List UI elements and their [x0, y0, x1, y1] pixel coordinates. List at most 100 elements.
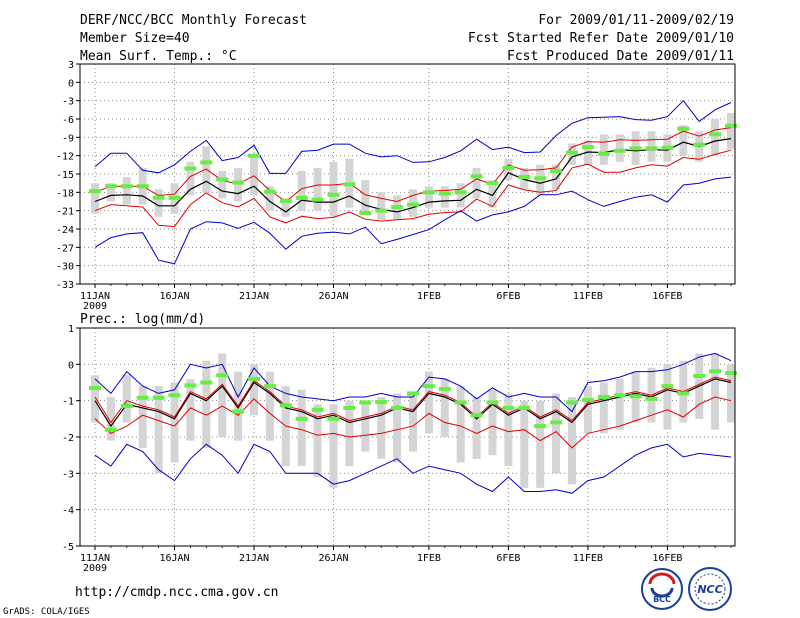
temp-y-tick-label: -24 — [56, 225, 74, 236]
temp-range-bar — [552, 164, 561, 190]
temp-observed-marker — [232, 180, 245, 185]
bcc-logo: BCC — [641, 568, 683, 610]
precip-y-tick-label: -1 — [62, 397, 74, 408]
precip-x-tick-year-label: 2009 — [83, 563, 107, 574]
precip-observed-marker — [327, 416, 340, 421]
temp-maximum-line — [94, 99, 732, 174]
temp-range-bar — [361, 180, 370, 214]
precip-x-tick-label: 6FEB — [496, 553, 520, 564]
temp-y-tick-label: -9 — [62, 133, 74, 144]
precip-observed-marker — [375, 400, 388, 405]
precip-range-bar — [615, 378, 624, 430]
precip-observed-marker — [248, 376, 260, 381]
bcc-logo-text: BCC — [653, 595, 671, 604]
precip-range-bar — [409, 393, 417, 452]
temp-mean-minus-spread-line — [94, 149, 732, 228]
precip-observed-marker — [343, 405, 356, 410]
temp-x-tick-label: 11FEB — [573, 291, 603, 302]
temp-observed-marker — [566, 150, 578, 155]
temp-observed-marker — [454, 190, 467, 195]
forecast-produced-date-label: Fcst Produced Date 2009/01/11 — [507, 49, 734, 64]
temp-observed-marker — [709, 132, 722, 137]
precip-observed-marker — [470, 413, 483, 418]
temp-range-bar — [377, 192, 386, 220]
temp-observed-marker — [136, 184, 149, 189]
temp-observed-marker — [89, 189, 101, 194]
precip-range-bar — [599, 382, 608, 434]
temp-range-bar — [615, 134, 624, 162]
temp-observed-marker — [470, 174, 483, 179]
precip-observed-marker — [629, 394, 642, 399]
temp-range-bar — [472, 167, 481, 199]
temp-y-tick-label: -15 — [56, 170, 74, 181]
precip-range-bar — [313, 404, 322, 477]
precip-range-bar — [122, 375, 131, 423]
precip-observed-marker — [693, 373, 706, 378]
temp-y-tick-label: -21 — [56, 207, 74, 218]
temp-observed-marker — [168, 195, 181, 200]
precip-range-bar — [583, 386, 592, 434]
precip-x-tick-label: 26JAN — [318, 553, 348, 564]
precip-observed-marker — [581, 397, 594, 402]
precip-range-bar — [472, 397, 481, 459]
precip-range-bar — [440, 378, 449, 437]
precip-mean-minus-spread-line — [94, 396, 732, 449]
forecast-period-label: For 2009/01/11-2009/02/19 — [538, 13, 734, 28]
precip-observed-marker — [597, 395, 610, 400]
temp-observed-marker — [248, 153, 260, 158]
precip-range-bar — [536, 400, 545, 488]
precip-range-bar — [377, 397, 386, 459]
temp-observed-marker — [613, 148, 626, 153]
member-size-label: Member Size=40 — [80, 31, 190, 46]
precip-range-bar — [520, 400, 529, 488]
precip-observed-marker — [216, 373, 229, 378]
temp-range-bar — [154, 189, 163, 217]
precip-observed-marker — [566, 400, 578, 405]
precip-observed-marker — [263, 384, 276, 389]
temp-observed-marker — [263, 189, 276, 194]
temp-observed-marker — [216, 177, 229, 182]
precip-range-bar — [265, 371, 274, 441]
precip-range-bar — [297, 389, 306, 467]
precip-observed-marker — [152, 395, 165, 400]
temp-observed-marker — [279, 198, 292, 203]
figure-title: DERF/NCC/BCC Monthly Forecast — [80, 13, 307, 28]
precip-observed-marker — [200, 380, 213, 385]
precip-observed-marker — [709, 369, 722, 374]
temp-y-tick-label: -33 — [56, 280, 74, 291]
precip-observed-marker — [725, 371, 737, 376]
temp-range-bar — [488, 180, 497, 208]
temp-x-tick-label: 6FEB — [496, 291, 520, 302]
temp-observed-marker — [693, 142, 706, 147]
precip-range-bar — [250, 364, 258, 416]
temp-range-bar — [727, 112, 735, 150]
precip-observed-marker — [184, 383, 197, 388]
temp-y-tick-label: 0 — [68, 78, 74, 89]
precip-range-bar — [186, 378, 195, 441]
precip-observed-marker — [232, 409, 245, 414]
precip-observed-marker — [104, 427, 117, 432]
precip-range-bar — [138, 386, 147, 448]
precip-observed-marker — [438, 387, 451, 392]
precip-observed-marker — [613, 393, 626, 398]
temp-observed-marker — [184, 166, 197, 171]
grads-credit: GrADS: COLA/IGES — [3, 607, 90, 617]
precip-x-tick-label: 1FEB — [417, 553, 441, 564]
temp-x-tick-label: 16JAN — [159, 291, 189, 302]
temp-observed-marker — [391, 205, 404, 209]
temp-y-tick-label: -27 — [56, 243, 74, 254]
precip-observed-marker — [677, 391, 690, 396]
temp-range-bar — [122, 177, 131, 205]
precip-range-bar — [711, 353, 720, 430]
precip-range-bar — [393, 393, 402, 463]
temp-range-bar — [329, 161, 338, 217]
precip-y-tick-label: -4 — [62, 506, 74, 517]
temp-y-tick-label: -6 — [62, 115, 74, 126]
precip-x-tick-label: 11FEB — [573, 553, 603, 564]
temp-observed-marker — [152, 195, 165, 200]
temp-range-bar — [313, 167, 322, 211]
precip-observed-marker — [645, 396, 658, 401]
temp-observed-marker — [661, 145, 674, 150]
precip-y-tick-label: 0 — [68, 360, 74, 371]
